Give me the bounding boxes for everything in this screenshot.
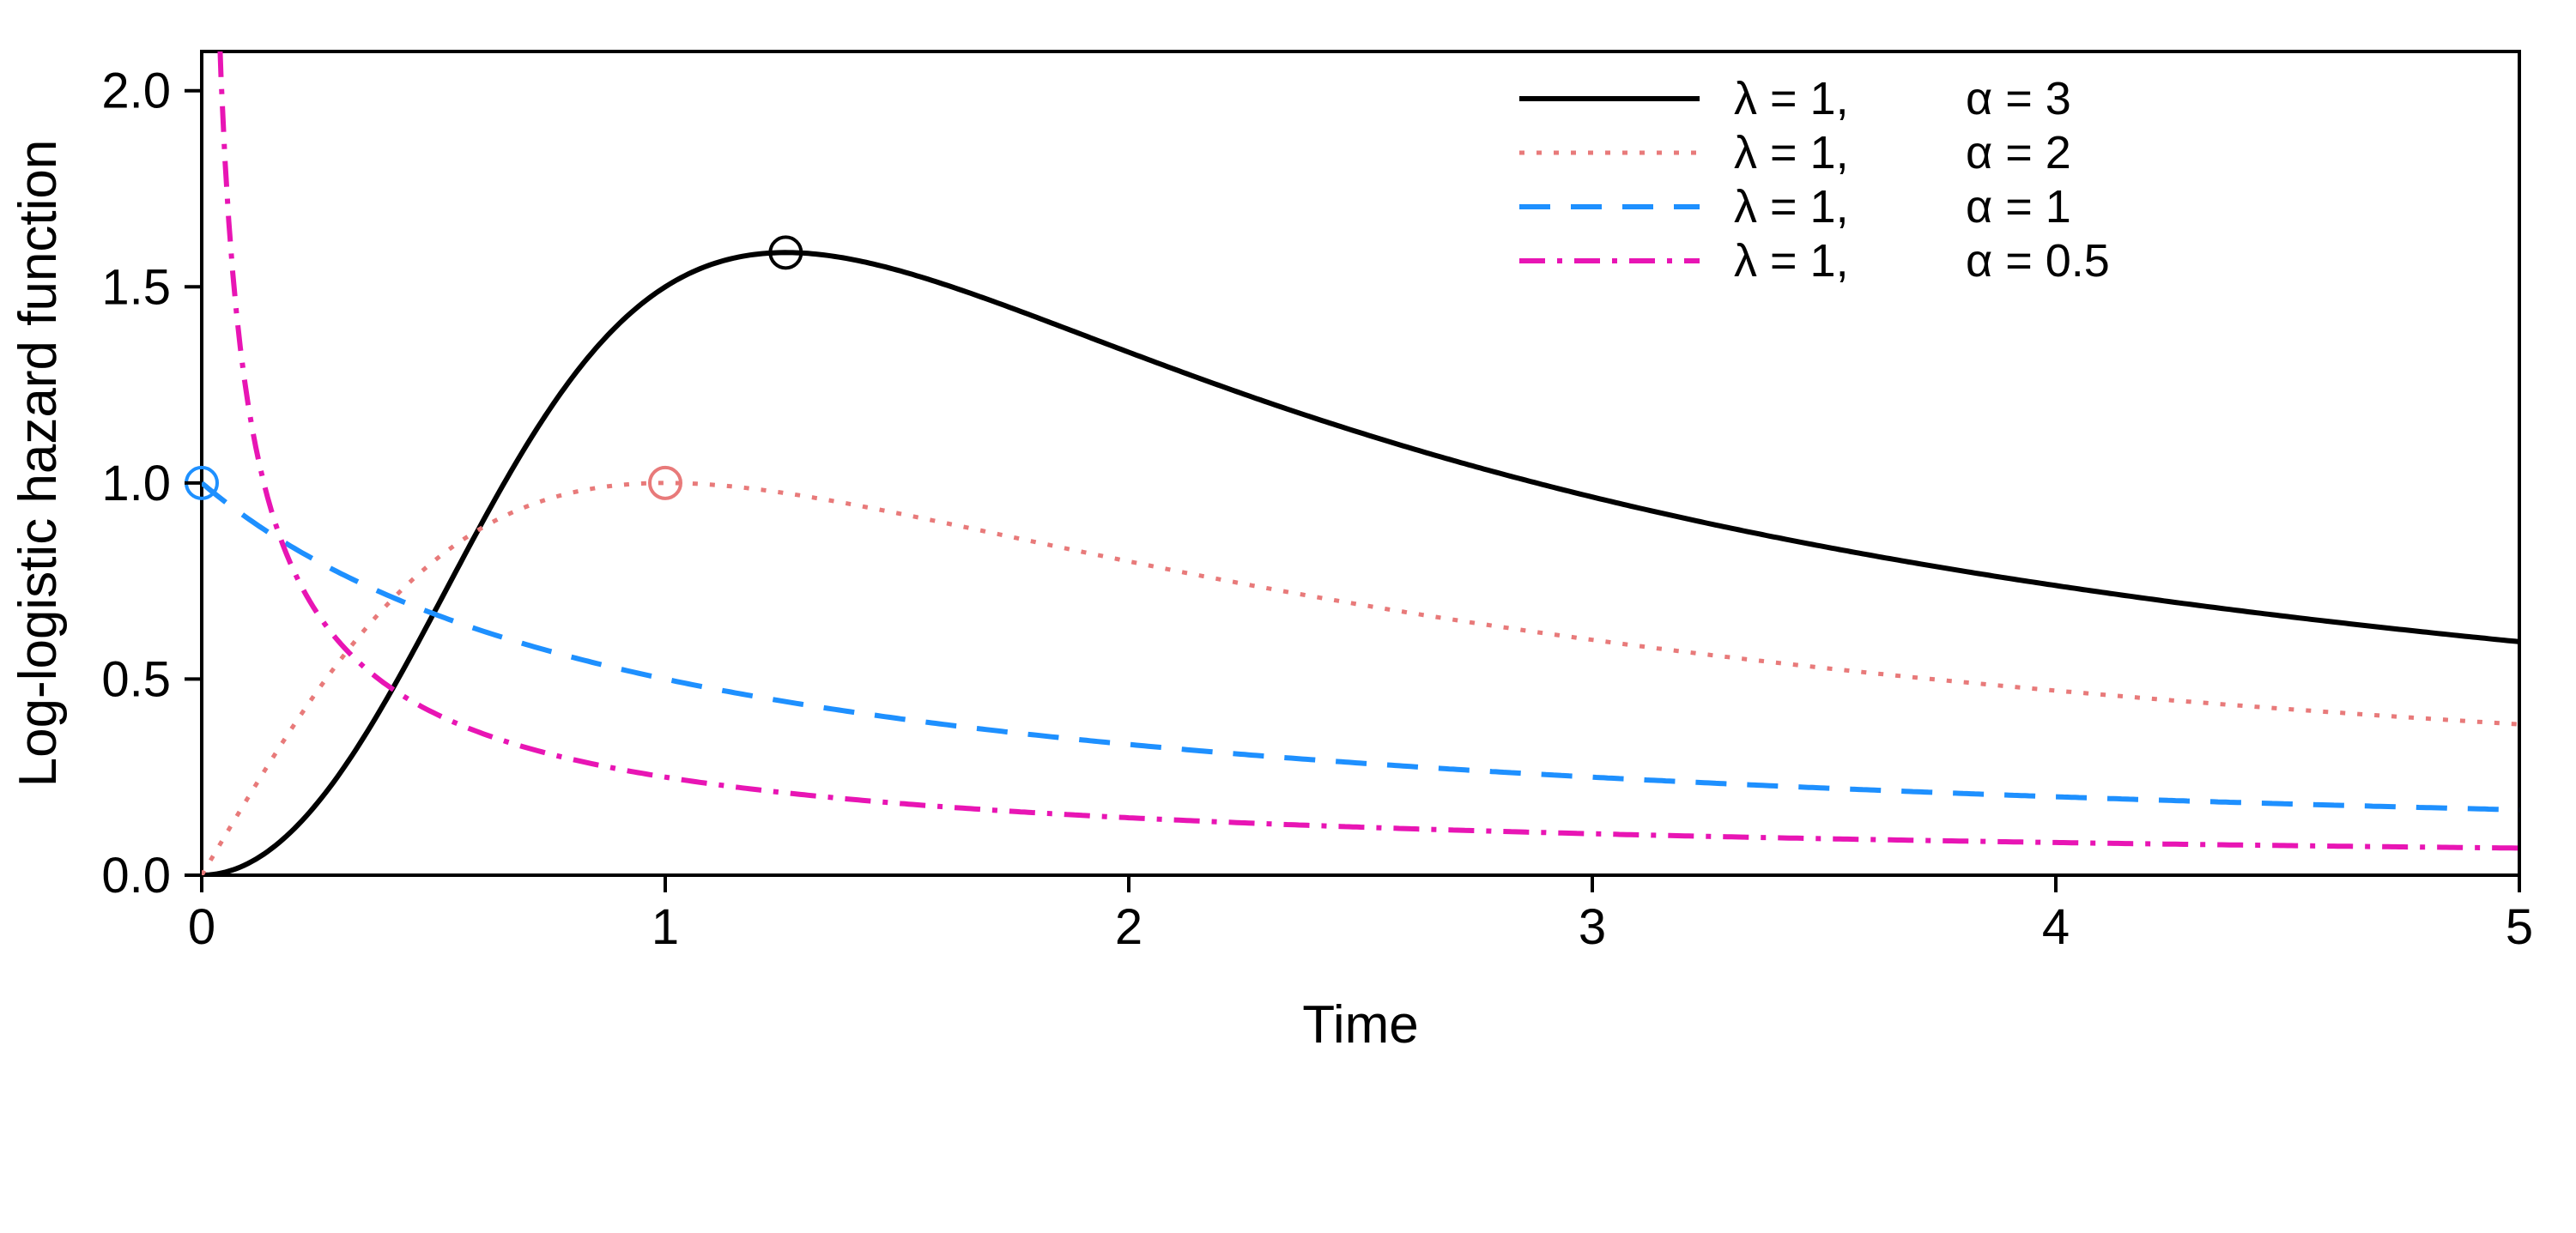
x-tick-label: 3 [1579, 899, 1606, 955]
x-axis-title: Time [1302, 995, 1418, 1055]
x-tick-label: 2 [1115, 899, 1143, 955]
y-tick-label: 0.0 [101, 848, 171, 904]
y-axis-title: Log-logistic hazard function [9, 140, 68, 788]
y-tick-label: 1.5 [101, 259, 171, 315]
chart-bg [0, 0, 2576, 1233]
legend-label-alpha: α = 2 [1966, 127, 2071, 178]
x-tick-label: 5 [2506, 899, 2533, 955]
legend-label-alpha: α = 3 [1966, 73, 2071, 124]
legend-label-lambda: λ = 1, [1734, 127, 1849, 178]
legend-label-lambda: λ = 1, [1734, 181, 1849, 233]
legend-label-alpha: α = 0.5 [1966, 235, 2110, 287]
y-tick-label: 1.0 [101, 456, 171, 511]
legend-label-alpha: α = 1 [1966, 181, 2071, 233]
y-tick-label: 0.5 [101, 651, 171, 707]
x-tick-label: 4 [2042, 899, 2070, 955]
x-tick-label: 1 [652, 899, 679, 955]
legend-label-lambda: λ = 1, [1734, 235, 1849, 287]
x-tick-label: 0 [188, 899, 215, 955]
y-tick-label: 2.0 [101, 63, 171, 119]
legend-label-lambda: λ = 1, [1734, 73, 1849, 124]
